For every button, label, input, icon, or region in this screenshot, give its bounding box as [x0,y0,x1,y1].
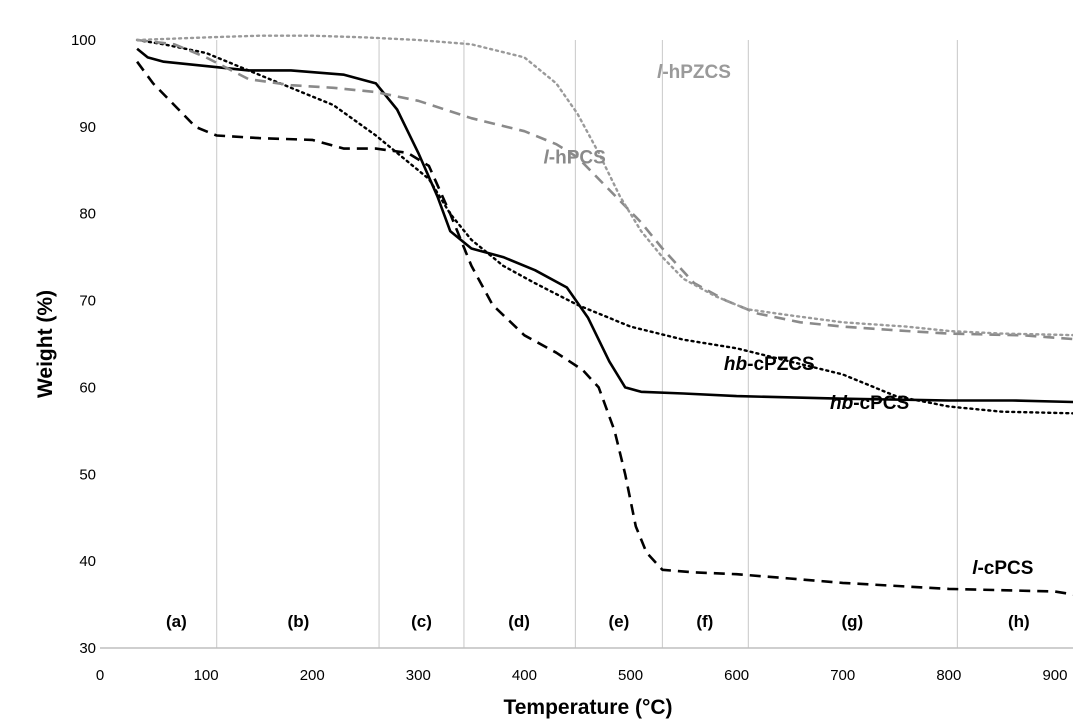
series-label-hb-cpzcs: hb-cPZCS [724,354,815,375]
y-tick-label-100: 100 [71,32,96,49]
x-tick-label-100: 100 [194,667,219,684]
x-tick-label-800: 800 [936,667,961,684]
y-tick-label-70: 70 [79,293,96,310]
series-label-suffix: -cPCS [977,558,1033,579]
series-line-hb-cpzcs [136,47,1073,404]
series-line-l-cpcs [136,60,1073,596]
series-lines [135,34,1073,596]
series-line-hb-cpcs [135,38,1073,415]
series-label-suffix: -cPCS [853,393,909,414]
region-label-a: (a) [166,612,187,631]
series-label-prefix: hb [830,393,854,414]
series-label-hb-cpcs: hb-cPCS [830,393,909,414]
x-tick-label-600: 600 [724,667,749,684]
region-label-c: (c) [411,612,432,631]
x-tick-label-200: 200 [300,667,325,684]
x-tick-label-400: 400 [512,667,537,684]
series-label-prefix: hb [724,354,748,375]
region-label-e: (e) [608,612,629,631]
x-tick-labels: 0 100 200 300 400 500 600 700 800 900 [96,667,1068,684]
y-axis-title: Weight (%) [34,290,57,398]
series-line-l-hpcs [136,38,1073,341]
region-labels: (a) (b) (c) (d) (e) (f) (g) (h) [166,612,1030,631]
x-tick-label-0: 0 [96,667,104,684]
series-label-prefix: l [544,147,550,168]
series-label-l-hpzcs: l-hPZCS [657,62,731,83]
y-tick-label-40: 40 [79,553,96,570]
y-tick-label-30: 30 [79,640,96,657]
region-label-d: (d) [508,612,530,631]
region-divider-lines [216,40,958,648]
series-line-l-hpzcs [135,34,1073,337]
y-tick-label-60: 60 [79,379,96,396]
series-label-suffix: -hPZCS [662,62,731,83]
region-label-f: (f) [696,612,713,631]
series-label-l-cpcs: l-cPCS [972,558,1033,579]
y-tick-label-50: 50 [79,466,96,483]
series-label-prefix: l [657,62,663,83]
region-label-b: (b) [288,612,310,631]
region-label-h: (h) [1008,612,1030,631]
y-tick-label-90: 90 [79,119,96,136]
series-label-suffix: -cPZCS [747,354,815,375]
x-axis-title: Temperature (°C) [503,696,672,719]
x-tick-label-900: 900 [1042,667,1067,684]
y-tick-label-80: 80 [79,206,96,223]
series-label-suffix: -hPCS [549,147,606,168]
y-tick-labels: 30 40 50 60 70 80 90 100 [71,32,96,657]
series-label-l-hpcs: l-hPCS [544,147,606,168]
x-tick-label-700: 700 [830,667,855,684]
region-label-g: (g) [841,612,863,631]
x-tick-label-500: 500 [618,667,643,684]
x-tick-label-300: 300 [406,667,431,684]
series-label-prefix: l [972,558,978,579]
